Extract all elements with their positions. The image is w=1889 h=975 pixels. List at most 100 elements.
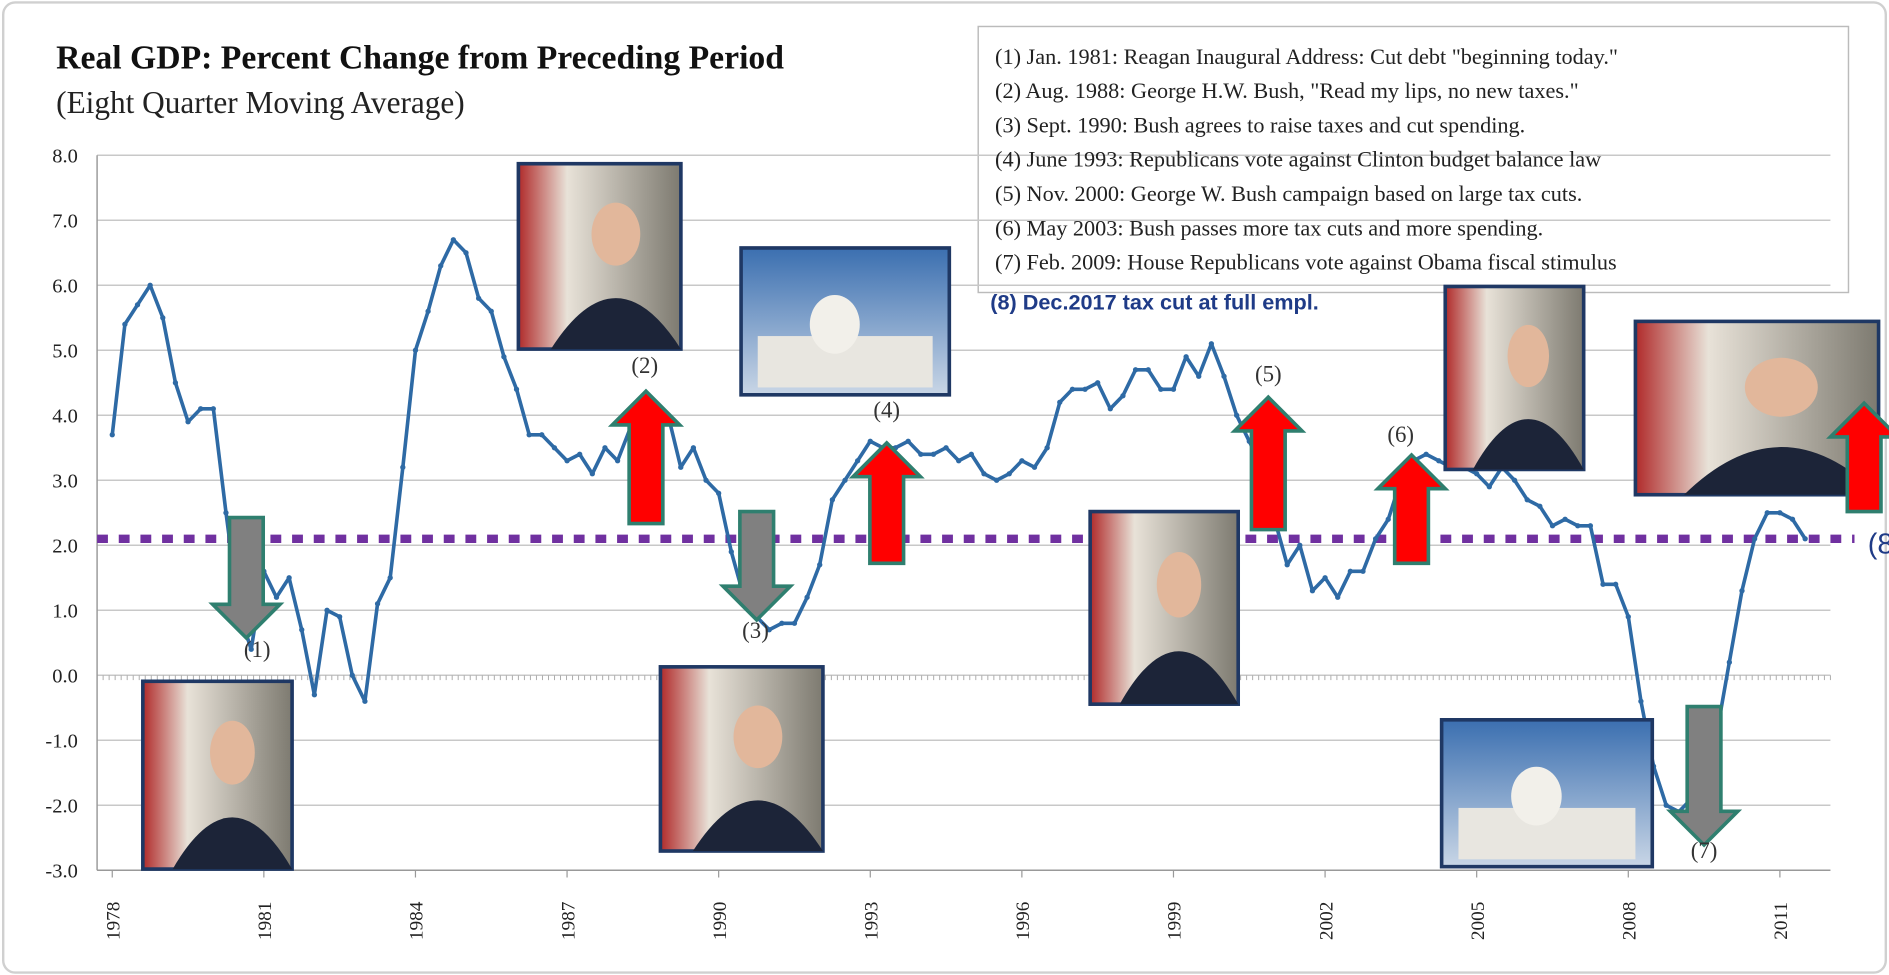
- x-tick-label: 1987: [558, 901, 579, 940]
- data-point: [1423, 451, 1429, 457]
- x-tick-label: 1981: [255, 902, 276, 941]
- y-tick-label: 6.0: [52, 275, 78, 297]
- y-tick-label: 3.0: [52, 471, 78, 493]
- data-point: [311, 692, 318, 698]
- data-point: [956, 458, 962, 464]
- data-point: [1663, 802, 1669, 808]
- data-point: [1006, 471, 1012, 477]
- annotation-label: (3): [742, 618, 769, 643]
- data-point: [1233, 412, 1240, 418]
- data-point: [716, 490, 722, 496]
- data-point: [1044, 445, 1050, 451]
- note: (2) Aug. 1988: George H.W. Bush, "Read m…: [995, 78, 1579, 103]
- notes-box: [977, 25, 1850, 294]
- data-point: [1802, 536, 1808, 542]
- photo-face: [1744, 357, 1818, 417]
- data-point: [1069, 386, 1076, 392]
- data-point: [1385, 516, 1391, 522]
- data-point: [1625, 614, 1631, 620]
- data-point: [1372, 536, 1379, 542]
- x-tick-label: 2008: [1620, 902, 1641, 941]
- data-point: [198, 406, 204, 412]
- data-point: [1297, 542, 1303, 548]
- data-point: [513, 386, 520, 392]
- data-point: [526, 432, 532, 438]
- data-point: [968, 451, 974, 457]
- data-point: [1777, 510, 1783, 516]
- y-tick-label: 0.0: [52, 666, 78, 688]
- data-point: [501, 354, 507, 360]
- up-arrow: [1230, 394, 1307, 532]
- photo-face: [733, 705, 783, 769]
- data-point: [1638, 698, 1644, 704]
- data-point: [1107, 406, 1113, 412]
- x-tick-label: 1996: [1013, 901, 1034, 940]
- data-point: [1600, 581, 1606, 587]
- data-point: [589, 471, 595, 477]
- y-tick-label: 2.0: [52, 535, 78, 557]
- data-point: [829, 497, 836, 503]
- data-point: [1183, 354, 1189, 360]
- y-tick-label: 8.0: [52, 146, 78, 168]
- data-point: [172, 380, 179, 386]
- y-tick-label: 4.0: [52, 406, 78, 428]
- data-point: [1537, 503, 1543, 509]
- y-tick-label: 1.0: [52, 600, 78, 622]
- data-point: [122, 321, 128, 327]
- down-arrow: [1665, 704, 1743, 848]
- data-point: [1726, 659, 1733, 665]
- data-point: [1789, 516, 1796, 522]
- photo-face: [209, 720, 255, 785]
- annotation-label: (6): [1387, 422, 1414, 447]
- data-point: [1284, 562, 1290, 568]
- data-point: [842, 477, 848, 483]
- data-point: [577, 451, 583, 457]
- data-point: [1019, 458, 1025, 464]
- data-point: [1095, 380, 1101, 386]
- photo-dome: [1511, 766, 1562, 826]
- annotation-label: (8): [1868, 529, 1889, 561]
- data-point: [1322, 575, 1328, 581]
- photo-suit: [1472, 419, 1584, 470]
- down-arrow: [718, 509, 795, 623]
- data-point: [337, 614, 343, 620]
- data-point: [1764, 510, 1770, 516]
- data-point: [1562, 516, 1568, 522]
- data-point: [463, 250, 469, 256]
- down-arrow: [208, 515, 285, 641]
- note-8: (8) Dec.2017 tax cut at full empl.: [990, 289, 1319, 314]
- y-tick-label: -2.0: [45, 796, 77, 818]
- data-point: [425, 308, 431, 314]
- up-arrow: [607, 388, 685, 526]
- photo-suit: [1119, 651, 1239, 705]
- data-point: [273, 594, 280, 600]
- data-point: [286, 575, 292, 581]
- y-tick-label: 7.0: [52, 211, 78, 233]
- data-point: [678, 464, 684, 470]
- data-point: [1082, 386, 1088, 392]
- data-point: [1511, 477, 1518, 483]
- data-point: [930, 451, 937, 457]
- data-point: [109, 432, 115, 438]
- data-point: [867, 438, 873, 444]
- data-point: [412, 347, 419, 353]
- data-point: [1145, 367, 1151, 373]
- data-point: [1436, 458, 1442, 464]
- data-point: [1751, 536, 1758, 542]
- data-point: [779, 620, 785, 626]
- data-point: [147, 282, 153, 288]
- data-point: [488, 308, 494, 314]
- note: (1) Jan. 1981: Reagan Inaugural Address:…: [995, 44, 1618, 69]
- up-arrow: [1826, 400, 1889, 514]
- data-point: [223, 510, 229, 516]
- y-tick-label: -3.0: [45, 861, 77, 883]
- annotation-label: (7): [1691, 838, 1718, 863]
- annotation-label: (5): [1255, 362, 1282, 387]
- photo-suit: [1684, 447, 1879, 495]
- x-tick-label: 1978: [103, 902, 124, 941]
- note: (4) June 1993: Republicans vote against …: [995, 147, 1601, 172]
- data-point: [299, 627, 305, 633]
- note: (5) Nov. 2000: George W. Bush campaign b…: [995, 181, 1582, 206]
